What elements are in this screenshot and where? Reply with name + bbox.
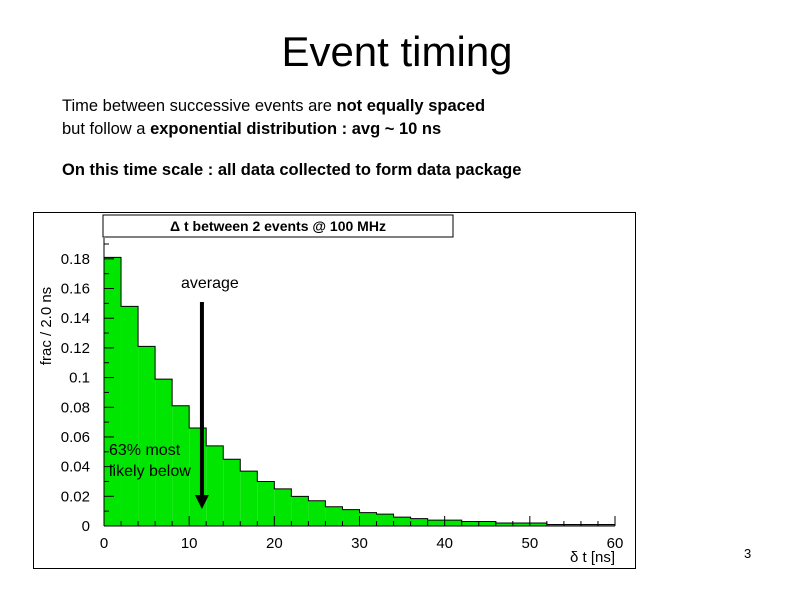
histogram-bar <box>427 520 445 526</box>
below-label-line1: 63% most <box>109 442 181 459</box>
x-tick-label: 20 <box>266 535 283 552</box>
histogram-bar <box>172 405 190 526</box>
histogram-bar <box>138 346 156 526</box>
para1-line1-bold: not equally spaced <box>336 97 486 115</box>
histogram-bar <box>393 517 411 526</box>
histogram-bar <box>291 496 309 526</box>
y-tick-label: 0.02 <box>61 488 90 505</box>
x-tick-label: 0 <box>100 535 108 552</box>
histogram-bar <box>274 488 292 526</box>
x-tick-label: 60 <box>607 535 624 552</box>
histogram-bar <box>410 518 428 526</box>
y-tick-label: 0.04 <box>61 459 90 476</box>
y-tick-label: 0.12 <box>61 340 90 357</box>
histogram-chart: Δ t between 2 events @ 100 MHz 0 0.02 0.04… <box>33 212 636 569</box>
histogram-bar <box>376 514 394 526</box>
histogram-bar <box>461 521 479 526</box>
y-tick-label: 0.14 <box>61 310 90 327</box>
histogram-bar <box>478 521 496 526</box>
chart-title: Δ t between 2 events @ 100 MHz <box>170 218 386 234</box>
para1-line2-bold: exponential distribution : avg ~ 10 ns <box>150 120 442 138</box>
histogram-bar <box>206 445 224 526</box>
histogram-bar <box>529 523 547 526</box>
average-label: average <box>181 275 239 292</box>
chart-title-box <box>102 214 454 238</box>
y-tick-label: 0.16 <box>61 281 90 298</box>
histogram-bar <box>563 524 581 526</box>
y-tick-label: 0.1 <box>69 370 90 387</box>
x-tick-label: 50 <box>521 535 538 552</box>
histogram-bar <box>240 471 258 526</box>
below-label-line2: likely below <box>109 463 191 480</box>
para1-line2-plain: but follow a <box>62 120 151 138</box>
histogram-bar <box>597 524 615 526</box>
histogram-bar <box>325 506 343 526</box>
y-axis-label: frac / 2.0 ns <box>38 287 55 365</box>
y-tick-label: 0 <box>82 518 90 535</box>
histogram-bar <box>104 257 122 526</box>
intro-paragraph: Time between successive events are not e… <box>62 95 582 141</box>
y-tick-label: 0.18 <box>61 251 90 268</box>
histogram-bar <box>308 500 326 526</box>
histogram-bar <box>342 509 360 526</box>
histogram-bar <box>495 523 513 526</box>
timescale-paragraph: On this time scale : all data collected … <box>62 161 522 179</box>
slide-number: 3 <box>744 546 752 561</box>
para1-line1-plain: Time between successive events are <box>62 97 337 115</box>
average-arrow-head <box>194 495 209 509</box>
x-tick-label: 10 <box>181 535 198 552</box>
slide-title: Event timing <box>281 28 513 75</box>
histogram-bar <box>121 306 139 526</box>
histogram-bar <box>223 459 241 526</box>
y-tick-label: 0.06 <box>61 429 90 446</box>
histogram-bar <box>155 379 173 526</box>
y-tick-label: 0.08 <box>61 399 90 416</box>
x-tick-label: 40 <box>436 535 453 552</box>
histogram-bar <box>580 524 598 526</box>
x-tick-label: 30 <box>351 535 368 552</box>
histogram-bar <box>444 520 462 526</box>
histogram-bar <box>359 512 377 526</box>
histogram-bar <box>512 523 530 526</box>
x-axis-label: δ t [ns] <box>570 549 615 566</box>
histogram-bar <box>257 481 275 526</box>
histogram-bar <box>546 524 564 526</box>
